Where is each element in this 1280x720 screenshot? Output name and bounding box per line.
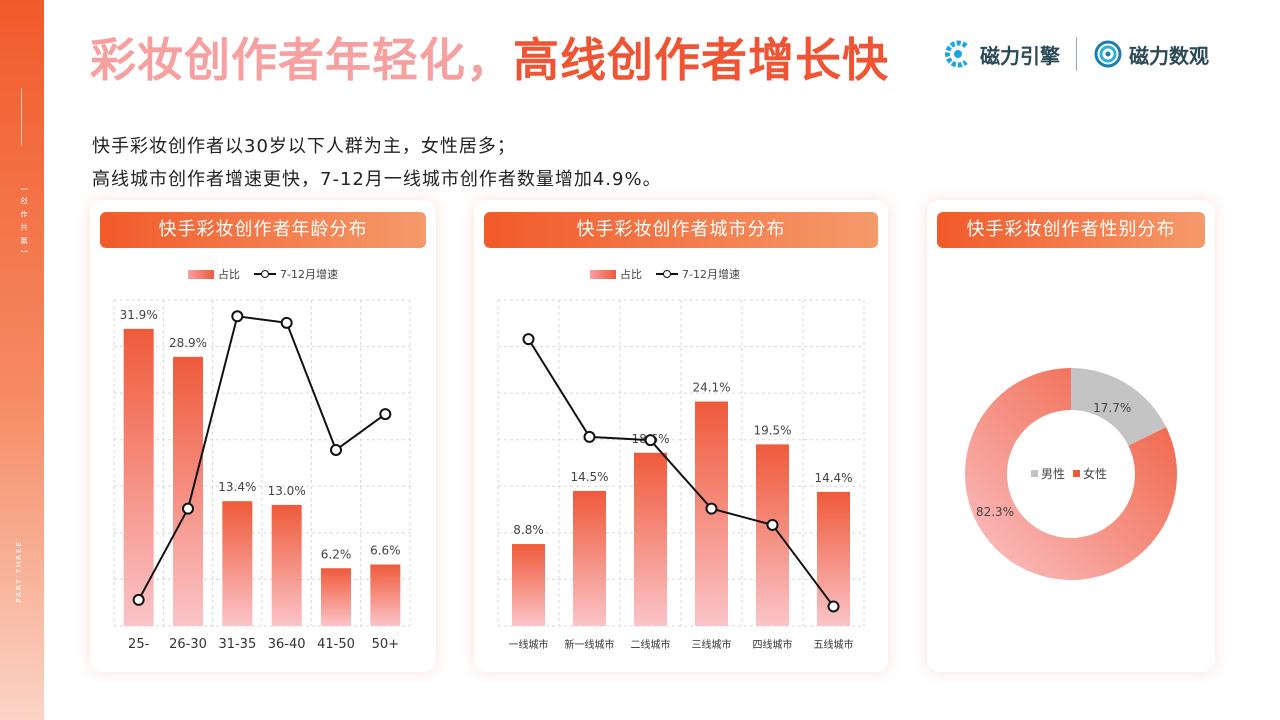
growth-point [522,333,535,346]
city-chart-legend: 占比 7-12月增速 [590,266,740,282]
bar [123,328,154,626]
bar-value-label: 19.5% [753,423,791,437]
growth-point [231,310,244,323]
growth-point [705,502,718,515]
title-part2: 高线创作者增长快 [513,33,889,87]
x-tick-label: 25- [128,637,150,652]
age-chart-card: 快手彩妆创作者年龄分布 占比 7-12月增速 31.9% 25- 28.9% 26-3… [90,200,436,672]
brand1-text: 磁力引擎 [980,43,1060,68]
bar [222,501,253,626]
growth-line [137,315,386,601]
legend-label: 男性 [1041,467,1065,481]
x-tick-label: 三线城市 [692,638,732,651]
bar-value-label: 6.2% [321,547,352,561]
slice-value-label: 17.7% [1093,401,1131,415]
x-tick-label: 26-30 [169,637,207,652]
logo-group: 磁力引擎 磁力数观 [942,34,1209,74]
donut-slice [965,368,1177,580]
bar [370,564,401,626]
bar [756,444,789,626]
x-tick-label: 新一线城市 [565,638,615,651]
side-part-label: PART THREE [15,540,23,603]
bar-value-label: 8.8% [513,523,544,537]
slice-value-label: 82.3% [976,505,1014,519]
city-chart: 8.8%一线城市14.5%新一线城市18.6%二线城市24.1%三线城市19.5… [497,299,865,651]
legend-bar-swatch [590,269,616,279]
age-chart-legend: 占比 7-12月增速 [188,266,338,282]
bar [271,504,302,626]
logo-divider [1076,37,1077,71]
bar-value-label: 31.9% [120,308,158,322]
title-part1: 彩妆创作者年轻化， [90,33,513,87]
x-tick-label: 41-50 [317,637,355,652]
cili-shuguan-logo-icon [1094,40,1122,68]
growth-point [766,518,779,531]
gender-chart: 17.7% 82.3% 男性 女性 [965,368,1177,580]
x-tick-label: 36-40 [268,637,306,652]
bar [321,568,351,626]
growth-point [132,593,145,606]
age-chart: 31.9% 25- 28.9% 26-30 13.4% 31-35 13.0% 36-40 6.… [113,299,411,652]
growth-line [527,338,835,608]
brand2-text: 磁力数观 [1129,43,1209,68]
legend-line-swatch [656,270,678,278]
intro-line1: 快手彩妆创作者以30岁以下人群为主，女性居多； [92,136,516,157]
gender-chart-title: 快手彩妆创作者性别分布 [937,212,1205,248]
growth-point [280,316,293,329]
legend-bar-swatch [188,269,214,279]
x-tick-label: 五线城市 [814,638,854,651]
bar [173,356,203,626]
bar [512,544,545,626]
growth-point [330,443,342,456]
bar [573,490,606,626]
x-tick-label: 31-35 [218,637,256,652]
x-tick-label: 二线城市 [631,638,671,651]
intro-line2: 高线城市创作者增速更快，7-12月一线城市创作者数量增加4.9%。 [92,169,662,190]
legend-swatch [1073,470,1080,477]
cili-engine-logo-icon [945,40,968,68]
bar-value-label: 14.4% [814,471,852,485]
growth-point [827,600,840,613]
side-divider [21,88,22,146]
city-chart-card: 快手彩妆创作者城市分布 占比 7-12月增速 8.8% 一线城市 14.5% 新一线城… [474,200,888,672]
bar-value-label: 13.0% [268,484,306,498]
bar [634,452,667,626]
growth-point [379,408,392,421]
x-tick-label: 四线城市 [753,638,793,651]
legend-line-label: 7-12月增速 [682,268,740,281]
legend-swatch [1031,470,1038,477]
legend-line-label: 7-12月增速 [280,268,338,281]
bar-value-label: 14.5% [570,470,608,484]
legend-line-swatch [254,270,276,278]
legend-label: 女性 [1083,466,1107,481]
bar-value-label: 13.4% [218,480,256,494]
legend-bar-label: 占比 [620,268,642,281]
side-bar: [ 创 作 共 赢 ] PART THREE [0,0,44,720]
donut-slice [1071,368,1167,446]
growth-point [644,434,657,447]
growth-point [182,502,194,515]
city-chart-title: 快手彩妆创作者城市分布 [484,212,878,248]
growth-point [583,430,596,443]
page-title: 彩妆创作者年轻化，高线创作者增长快 [90,30,889,90]
x-tick-label: 50+ [372,637,399,652]
bar-value-label: 6.6% [370,544,401,558]
age-chart-title: 快手彩妆创作者年龄分布 [100,212,426,248]
intro-text: 快手彩妆创作者以30岁以下人群为主，女性居多； 高线城市创作者增速更快，7-12… [92,130,662,196]
bar-value-label: 24.1% [692,381,730,395]
bar-value-label: 28.9% [169,336,207,350]
legend-bar-label: 占比 [218,268,240,281]
x-tick-label: 一线城市 [509,638,549,651]
gender-chart-card: 快手彩妆创作者性别分布 17.7% 82.3% 男性 女性 [927,200,1215,672]
side-tag: [ 创 作 共 赢 ] [20,188,28,255]
